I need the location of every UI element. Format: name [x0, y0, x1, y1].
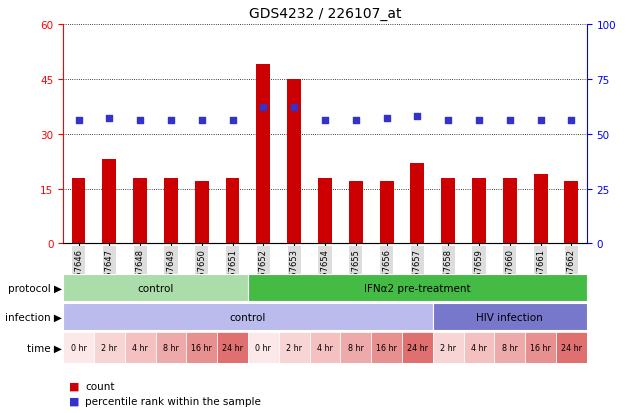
Bar: [125, 332, 155, 363]
Text: 0 hr: 0 hr: [71, 344, 86, 352]
Text: 8 hr: 8 hr: [163, 344, 179, 352]
Point: [474, 118, 484, 124]
Bar: [256, 65, 270, 244]
Text: 24 hr: 24 hr: [222, 344, 243, 352]
Text: 2 hr: 2 hr: [440, 344, 456, 352]
Bar: [380, 182, 394, 244]
Point: [320, 118, 330, 124]
Text: 0 hr: 0 hr: [256, 344, 271, 352]
Text: time ▶: time ▶: [27, 343, 62, 353]
Bar: [565, 182, 579, 244]
Bar: [525, 332, 556, 363]
Point: [73, 118, 83, 124]
Bar: [433, 304, 587, 330]
Text: control: control: [138, 283, 174, 293]
Point: [166, 118, 176, 124]
Point: [197, 118, 207, 124]
Bar: [371, 332, 402, 363]
Text: count: count: [85, 381, 115, 391]
Text: ■: ■: [69, 396, 80, 406]
Point: [228, 118, 238, 124]
Bar: [94, 332, 125, 363]
Bar: [102, 160, 116, 244]
Bar: [472, 178, 486, 244]
Bar: [63, 275, 248, 301]
Bar: [464, 332, 495, 363]
Text: 4 hr: 4 hr: [132, 344, 148, 352]
Bar: [155, 332, 186, 363]
Text: 8 hr: 8 hr: [502, 344, 518, 352]
Text: ■: ■: [69, 381, 80, 391]
Bar: [186, 332, 217, 363]
Text: 4 hr: 4 hr: [471, 344, 487, 352]
Point: [536, 118, 546, 124]
Point: [258, 105, 268, 112]
Bar: [287, 80, 301, 244]
Bar: [195, 182, 209, 244]
Point: [505, 118, 515, 124]
Point: [104, 116, 114, 122]
Bar: [248, 332, 279, 363]
Bar: [71, 178, 85, 244]
Bar: [556, 332, 587, 363]
Text: GDS4232 / 226107_at: GDS4232 / 226107_at: [249, 7, 401, 21]
Text: HIV infection: HIV infection: [476, 312, 543, 322]
Point: [289, 105, 299, 112]
Point: [567, 118, 577, 124]
Point: [382, 116, 392, 122]
Text: 4 hr: 4 hr: [317, 344, 333, 352]
Text: infection ▶: infection ▶: [5, 312, 62, 322]
Bar: [226, 178, 240, 244]
Bar: [503, 178, 517, 244]
Text: 2 hr: 2 hr: [286, 344, 302, 352]
Point: [412, 114, 422, 120]
Bar: [63, 304, 433, 330]
Bar: [495, 332, 525, 363]
Bar: [63, 332, 94, 363]
Bar: [433, 332, 464, 363]
Text: 24 hr: 24 hr: [561, 344, 582, 352]
Text: 16 hr: 16 hr: [530, 344, 551, 352]
Text: control: control: [230, 312, 266, 322]
Bar: [410, 164, 424, 244]
Point: [351, 118, 361, 124]
Text: 16 hr: 16 hr: [376, 344, 397, 352]
Bar: [164, 178, 178, 244]
Bar: [217, 332, 248, 363]
Bar: [340, 332, 371, 363]
Bar: [318, 178, 332, 244]
Bar: [279, 332, 310, 363]
Point: [135, 118, 145, 124]
Bar: [402, 332, 433, 363]
Point: [443, 118, 453, 124]
Text: 24 hr: 24 hr: [407, 344, 428, 352]
Text: protocol ▶: protocol ▶: [8, 283, 62, 293]
Text: IFNα2 pre-treatment: IFNα2 pre-treatment: [364, 283, 471, 293]
Text: 16 hr: 16 hr: [191, 344, 212, 352]
Bar: [441, 178, 455, 244]
Text: 8 hr: 8 hr: [348, 344, 363, 352]
Bar: [310, 332, 340, 363]
Text: percentile rank within the sample: percentile rank within the sample: [85, 396, 261, 406]
Bar: [248, 275, 587, 301]
Bar: [534, 175, 548, 244]
Text: 2 hr: 2 hr: [102, 344, 117, 352]
Bar: [133, 178, 147, 244]
Bar: [349, 182, 363, 244]
